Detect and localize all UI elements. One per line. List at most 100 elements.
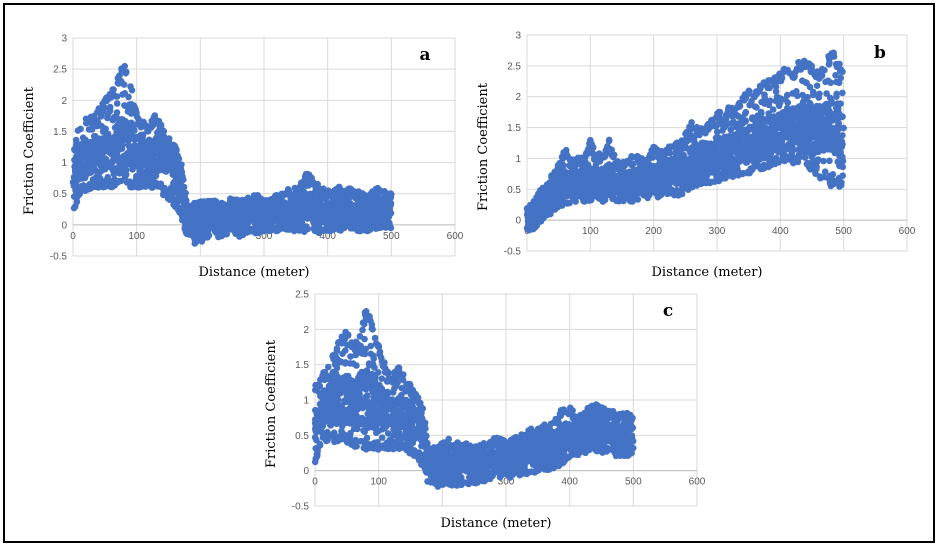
- data-point: [109, 86, 116, 93]
- data-point: [657, 152, 665, 160]
- x-tick-label: 400: [772, 226, 789, 237]
- data-point: [152, 172, 160, 180]
- data-point: [172, 161, 179, 169]
- data-point: [721, 162, 729, 170]
- data-point: [109, 116, 117, 124]
- data-point: [306, 197, 314, 204]
- data-point: [569, 191, 576, 199]
- data-point: [132, 106, 139, 113]
- data-point: [160, 187, 167, 194]
- data-point: [721, 123, 728, 131]
- chart-panel-a: -0.500.511.522.530100200300400500600Dist…: [22, 34, 464, 281]
- data-point: [344, 193, 352, 200]
- data-point: [758, 154, 765, 162]
- data-point: [770, 80, 778, 88]
- x-tick-label: 500: [835, 226, 852, 237]
- data-point: [306, 171, 313, 179]
- data-point: [175, 155, 183, 163]
- data-point: [715, 108, 723, 116]
- data-point: [154, 180, 161, 188]
- data-point: [714, 138, 722, 146]
- data-point: [229, 204, 237, 212]
- data-point: [76, 143, 84, 151]
- data-point: [314, 183, 322, 190]
- data-point: [733, 161, 741, 169]
- data-point: [95, 157, 102, 164]
- data-point: [753, 90, 760, 98]
- data-point: [180, 183, 188, 191]
- data-point: [268, 222, 275, 230]
- data-point: [312, 202, 319, 209]
- data-point: [333, 218, 340, 226]
- data-point: [178, 210, 186, 218]
- data-point: [701, 179, 708, 186]
- data-point: [733, 144, 740, 152]
- data-point: [651, 187, 659, 195]
- data-point: [563, 199, 571, 206]
- y-tick-label: 0: [515, 216, 521, 227]
- data-point: [122, 136, 130, 143]
- data-point: [106, 103, 114, 111]
- data-point: [104, 132, 111, 139]
- y-tick-label: -0.5: [50, 252, 68, 263]
- data-point: [343, 204, 351, 212]
- data-point: [318, 207, 326, 214]
- data-point: [218, 199, 226, 207]
- x-tick-label: 300: [709, 226, 726, 237]
- data-point: [249, 201, 257, 209]
- data-point: [121, 62, 128, 70]
- data-point: [151, 112, 159, 119]
- data-point: [764, 78, 772, 85]
- data-point: [101, 104, 108, 111]
- data-point: [236, 220, 244, 228]
- data-point: [154, 162, 162, 169]
- data-point: [609, 152, 616, 160]
- data-point: [727, 120, 735, 127]
- data-point: [753, 104, 760, 111]
- data-point: [101, 97, 109, 104]
- data-point: [172, 169, 180, 177]
- y-tick-label: 3: [515, 31, 521, 42]
- data-point: [73, 177, 81, 184]
- data-point: [229, 224, 236, 231]
- y-tick-label: 1.5: [53, 127, 67, 138]
- data-point: [166, 190, 174, 197]
- data-point: [386, 192, 394, 200]
- data-point: [140, 168, 148, 176]
- chart-panel-b: -0.500.511.522.530100200300400500600Dist…: [476, 31, 916, 281]
- data-point: [764, 117, 772, 124]
- data-point: [118, 145, 126, 152]
- data-point: [701, 126, 709, 133]
- data-point: [665, 181, 672, 189]
- data-point: [122, 167, 130, 174]
- data-point: [116, 170, 123, 177]
- x-tick-label: 400: [319, 231, 336, 242]
- data-point: [688, 167, 696, 174]
- data-point: [210, 212, 217, 220]
- data-point: [140, 157, 148, 164]
- data-point: [305, 204, 313, 212]
- data-point: [211, 218, 218, 226]
- data-point: [179, 193, 187, 200]
- data-point: [688, 119, 695, 126]
- data-point: [114, 157, 121, 164]
- data-point: [109, 167, 117, 174]
- data-point: [160, 133, 168, 141]
- data-point: [113, 93, 121, 100]
- y-tick-label: 2: [61, 96, 67, 107]
- data-point: [113, 109, 121, 116]
- data-point: [369, 189, 376, 197]
- data-point: [73, 194, 80, 202]
- data-point: [685, 129, 693, 137]
- data-point: [121, 154, 129, 161]
- data-point: [759, 146, 766, 153]
- data-point: [113, 100, 121, 107]
- data-point: [369, 200, 377, 208]
- x-tick-label: 200: [645, 226, 662, 237]
- data-point: [594, 183, 601, 191]
- y-tick-label: 2.5: [53, 65, 67, 76]
- data-point: [590, 144, 597, 151]
- x-tick-label: 100: [128, 231, 145, 242]
- y-tick-label: 0.5: [507, 185, 521, 196]
- data-point: [675, 156, 683, 164]
